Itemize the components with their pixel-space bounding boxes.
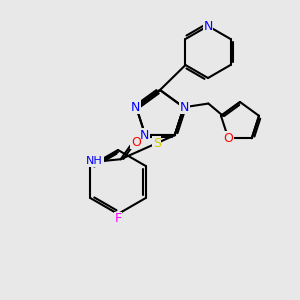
- Text: NH: NH: [86, 156, 103, 166]
- Text: N: N: [130, 101, 140, 114]
- Text: S: S: [153, 137, 161, 150]
- Text: F: F: [114, 212, 122, 226]
- Text: N: N: [140, 129, 149, 142]
- Text: O: O: [131, 136, 141, 149]
- Text: O: O: [223, 132, 233, 145]
- Text: N: N: [203, 20, 213, 32]
- Text: N: N: [180, 101, 190, 114]
